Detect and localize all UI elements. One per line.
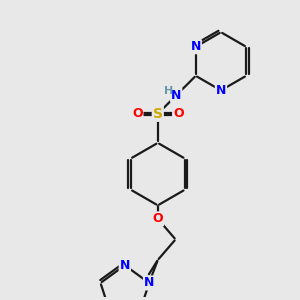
Text: O: O — [152, 212, 163, 225]
Text: O: O — [173, 107, 184, 120]
Text: S: S — [153, 107, 163, 121]
Text: N: N — [144, 276, 154, 290]
Text: O: O — [132, 107, 142, 120]
Text: N: N — [216, 84, 226, 97]
Text: N: N — [190, 40, 201, 53]
Text: N: N — [171, 89, 181, 102]
Text: N: N — [120, 259, 130, 272]
Text: H: H — [164, 86, 173, 96]
